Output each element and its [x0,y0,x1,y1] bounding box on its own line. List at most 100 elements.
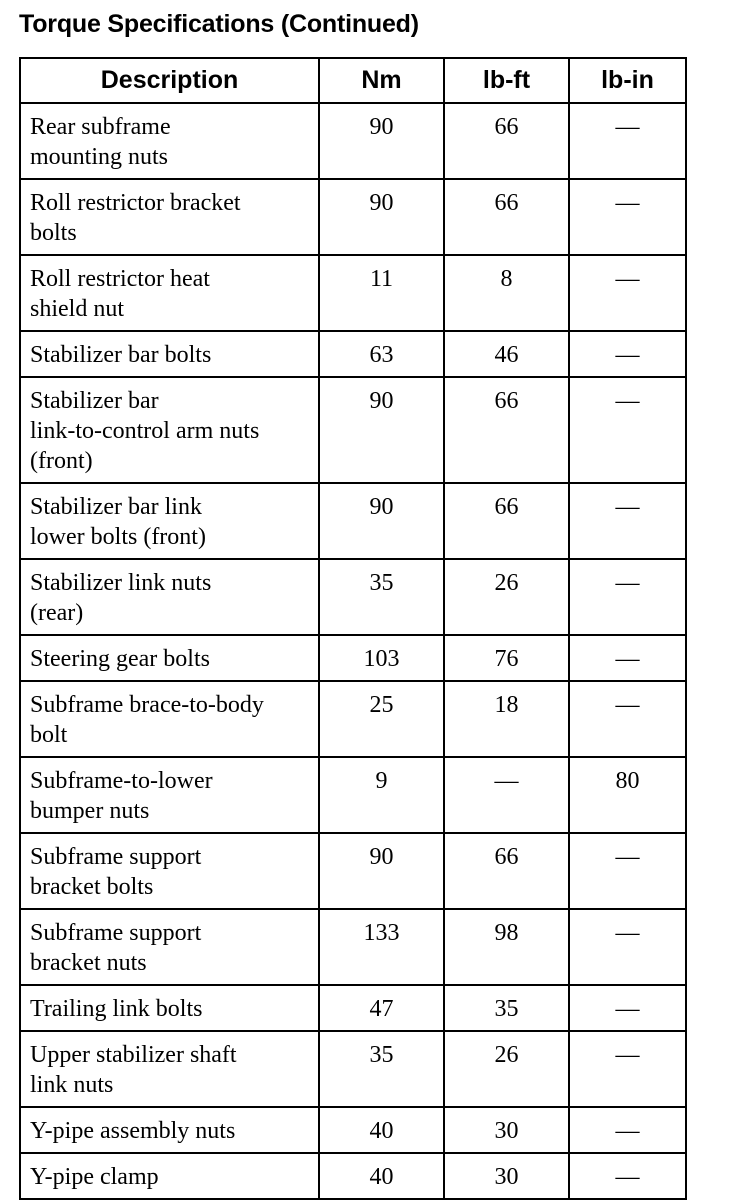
page-title: Torque Specifications (Continued) [19,10,419,38]
nm-cell: 40 [318,1152,445,1200]
nm-cell: 35 [318,1030,445,1108]
description-line: bracket bolts [30,874,154,900]
nm-cell: 90 [318,178,445,256]
description-line: Subframe support [30,844,202,870]
description-line: bolts [30,220,77,246]
description-cell: Trailing link bolts [19,984,320,1032]
lbft-cell: 30 [443,1106,570,1154]
lbft-cell: 66 [443,482,570,560]
lbin-cell: — [568,832,687,910]
header-description: Description [19,57,320,104]
description-line: Subframe brace-to-body [30,692,264,718]
lbft-cell: 30 [443,1152,570,1200]
description-cell: Subframe support bracket bolts [19,832,320,910]
description-line: Y-pipe assembly nuts [30,1118,236,1144]
description-line: Y-pipe clamp [30,1164,159,1190]
description-line: Stabilizer bar link [30,494,202,520]
description-line: bumper nuts [30,798,150,824]
description-cell: Stabilizer link nuts (rear) [19,558,320,636]
lbin-cell: — [568,1152,687,1200]
table-row: Stabilizer bar link lower bolts (front) 90… [19,482,687,560]
lbin-cell: — [568,1106,687,1154]
table-row: Roll restrictor heat shield nut 11 8— [19,254,687,332]
description-line: Rear subframe [30,114,171,140]
lbin-cell: — [568,984,687,1032]
lbft-cell: 26 [443,558,570,636]
nm-cell: 35 [318,558,445,636]
table-row: Subframe support bracket nuts 133 98— [19,908,687,986]
nm-cell: 40 [318,1106,445,1154]
lbft-cell: 46 [443,330,570,378]
nm-cell: 90 [318,482,445,560]
lbin-cell: — [568,558,687,636]
table-row: Y-pipe clamp 40 30— [19,1152,687,1200]
description-line: Stabilizer bar bolts [30,342,212,368]
lbft-cell: 66 [443,178,570,256]
description-cell: Stabilizer bar link-to-control arm nuts (f… [19,376,320,484]
nm-cell: 90 [318,376,445,484]
lbft-cell: 18 [443,680,570,758]
description-cell: Stabilizer bar link lower bolts (front) [19,482,320,560]
table-row: Stabilizer link nuts (rear) 35 26— [19,558,687,636]
description-cell: Subframe brace-to-body bolt [19,680,320,758]
table-row: Stabilizer bar bolts 63 46— [19,330,687,378]
torque-spec-table: Description Nm lb-ft lb-in Rear subframe… [19,57,687,1200]
lbin-cell: — [568,330,687,378]
description-cell: Rear subframe mounting nuts [19,102,320,180]
description-cell: Steering gear bolts [19,634,320,682]
nm-cell: 90 [318,832,445,910]
description-line: link-to-control arm nuts [30,418,260,444]
header-nm: Nm [318,57,445,104]
description-cell: Stabilizer bar bolts [19,330,320,378]
description-cell: Subframe-to-lower bumper nuts [19,756,320,834]
lbin-cell: — [568,482,687,560]
lbft-cell: 98 [443,908,570,986]
lbin-cell: — [568,680,687,758]
nm-cell: 25 [318,680,445,758]
lbin-cell: — [568,1030,687,1108]
nm-cell: 90 [318,102,445,180]
description-line: shield nut [30,296,124,322]
lbft-cell: 66 [443,102,570,180]
table-row: Rear subframe mounting nuts 90 66— [19,102,687,180]
table-row: Y-pipe assembly nuts 40 30— [19,1106,687,1154]
table-row: Subframe support bracket bolts 90 66— [19,832,687,910]
description-line: Subframe-to-lower [30,768,213,794]
nm-cell: 103 [318,634,445,682]
table-header-row: Description Nm lb-ft lb-in [19,57,687,104]
table-row: Steering gear bolts 103 76— [19,634,687,682]
header-lbft: lb-ft [443,57,570,104]
lbin-cell: — [568,102,687,180]
description-line: link nuts [30,1072,114,1098]
lbin-cell: — [568,908,687,986]
description-line: Roll restrictor bracket [30,190,241,216]
description-cell: Y-pipe assembly nuts [19,1106,320,1154]
description-line: Trailing link bolts [30,996,203,1022]
lbin-cell: — [568,634,687,682]
table-row: Trailing link bolts 47 35— [19,984,687,1032]
table-row: Upper stabilizer shaft link nuts 35 26— [19,1030,687,1108]
description-line: Upper stabilizer shaft [30,1042,237,1068]
lbin-cell: — [568,178,687,256]
lbft-cell: 26 [443,1030,570,1108]
lbin-cell: — [568,254,687,332]
description-line: Stabilizer bar [30,388,159,414]
description-line: bolt [30,722,68,748]
nm-cell: 47 [318,984,445,1032]
description-line: Stabilizer link nuts [30,570,212,596]
nm-cell: 9 [318,756,445,834]
lbft-cell: 35 [443,984,570,1032]
description-line: mounting nuts [30,144,169,170]
table-row: Subframe-to-lower bumper nuts 9—80 [19,756,687,834]
description-cell: Subframe support bracket nuts [19,908,320,986]
header-lbin: lb-in [568,57,687,104]
description-line: lower bolts (front) [30,524,206,550]
nm-cell: 63 [318,330,445,378]
lbft-cell: 66 [443,832,570,910]
description-cell: Roll restrictor bracket bolts [19,178,320,256]
description-line: (front) [30,448,93,474]
description-cell: Roll restrictor heat shield nut [19,254,320,332]
description-line: Roll restrictor heat [30,266,210,292]
lbft-cell: 8 [443,254,570,332]
description-cell: Upper stabilizer shaft link nuts [19,1030,320,1108]
